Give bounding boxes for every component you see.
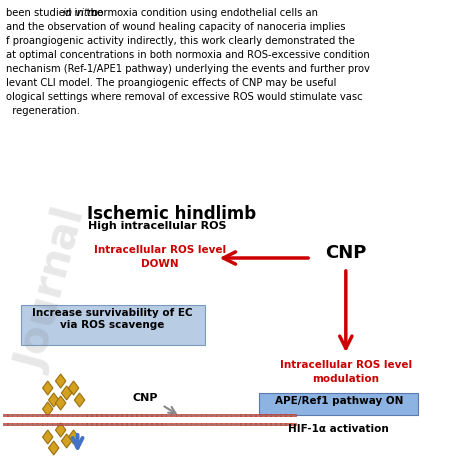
Text: been studied in the: been studied in the [6, 8, 106, 18]
FancyBboxPatch shape [21, 305, 205, 345]
Text: normoxia condition using endothelial cells an: normoxia condition using endothelial cel… [89, 8, 319, 18]
Text: HIF-1α activation: HIF-1α activation [289, 424, 389, 434]
Polygon shape [55, 423, 66, 437]
Text: DOWN: DOWN [141, 259, 179, 269]
Text: f proangiogenic activity indirectly, this work clearly demonstrated the: f proangiogenic activity indirectly, thi… [6, 36, 355, 46]
Text: Ischemic hindlimb: Ischemic hindlimb [87, 205, 256, 223]
Polygon shape [68, 430, 79, 444]
Polygon shape [43, 402, 53, 416]
Text: Intracellular ROS level: Intracellular ROS level [94, 245, 226, 255]
Text: Increase survivability of EC
via ROS scavenge: Increase survivability of EC via ROS sca… [32, 308, 192, 329]
Polygon shape [74, 393, 85, 407]
Polygon shape [62, 434, 72, 448]
Text: nechanism (Ref-1/APE1 pathway) underlying the events and further prov: nechanism (Ref-1/APE1 pathway) underlyin… [6, 64, 370, 74]
Text: Journal: Journal [11, 204, 94, 376]
Text: and the observation of wound healing capacity of nanoceria implies: and the observation of wound healing cap… [6, 22, 346, 32]
Polygon shape [62, 386, 72, 400]
Polygon shape [48, 393, 59, 407]
Polygon shape [43, 381, 53, 395]
Polygon shape [68, 381, 79, 395]
Text: regeneration.: regeneration. [6, 106, 80, 116]
Polygon shape [43, 430, 53, 444]
Text: CNP: CNP [325, 244, 366, 262]
Text: APE/Ref1 pathway ON: APE/Ref1 pathway ON [274, 396, 403, 406]
Text: levant CLI model. The proangiogenic effects of CNP may be useful: levant CLI model. The proangiogenic effe… [6, 78, 337, 88]
Text: CNP: CNP [132, 393, 158, 403]
Text: Intracellular ROS level: Intracellular ROS level [280, 360, 412, 370]
Text: High intracellular ROS: High intracellular ROS [88, 221, 226, 231]
Text: ological settings where removal of excessive ROS would stimulate vasc: ological settings where removal of exces… [6, 92, 363, 102]
Polygon shape [55, 396, 66, 410]
Polygon shape [55, 374, 66, 388]
Text: in vitro: in vitro [63, 8, 98, 18]
Text: modulation: modulation [312, 374, 379, 384]
Text: at optimal concentrations in both normoxia and ROS-excessive condition: at optimal concentrations in both normox… [6, 50, 370, 60]
FancyBboxPatch shape [259, 393, 419, 415]
Polygon shape [48, 441, 59, 455]
